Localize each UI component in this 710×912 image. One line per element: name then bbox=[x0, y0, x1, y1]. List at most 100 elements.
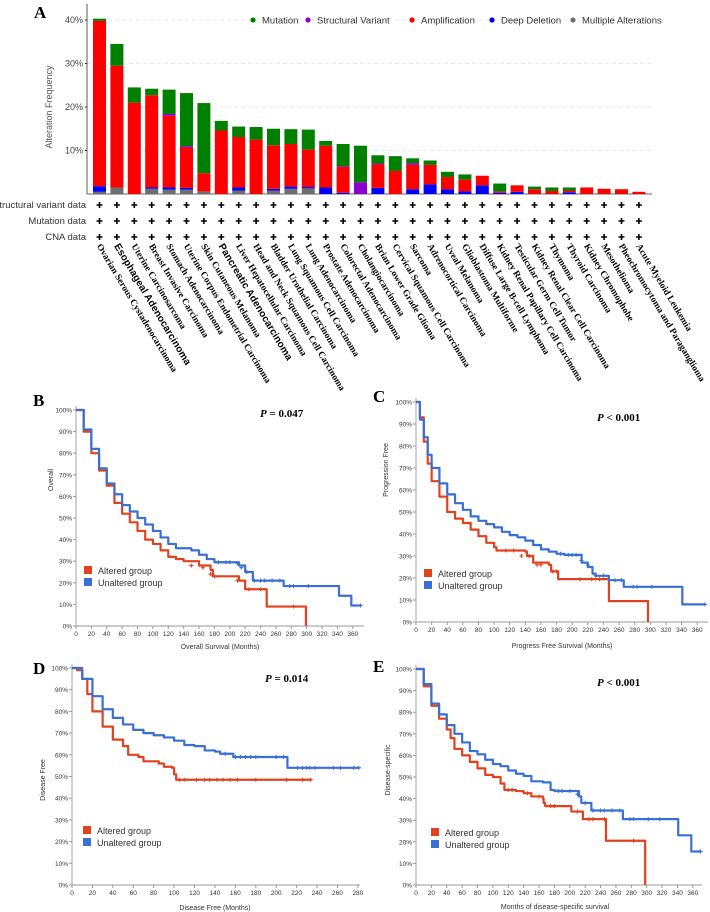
data-available-plus-icon bbox=[253, 202, 260, 208]
data-available-plus-icon bbox=[444, 202, 451, 208]
bar-segment-deep-deletion bbox=[232, 187, 246, 191]
y-tick-label: 100% bbox=[51, 666, 68, 673]
bar-segment-deep-deletion bbox=[301, 187, 315, 189]
survival-curve bbox=[76, 408, 308, 626]
bar-segment-deep-deletion bbox=[267, 188, 280, 191]
censor-mark bbox=[560, 789, 565, 794]
bar-segment-mutation bbox=[214, 120, 228, 131]
data-available-plus-icon bbox=[218, 234, 225, 240]
censor-mark bbox=[578, 577, 583, 582]
censor-mark bbox=[227, 560, 232, 565]
y-tick-label: 60% bbox=[55, 752, 68, 759]
data-available-plus-icon bbox=[635, 234, 642, 240]
series-unaltered-group bbox=[416, 400, 707, 607]
data-available-plus-icon bbox=[583, 234, 590, 240]
data-available-plus-icon bbox=[392, 234, 399, 240]
bar-segment-amplification bbox=[336, 167, 350, 193]
data-available-plus-icon bbox=[461, 202, 468, 208]
y-tick-label: 100% bbox=[395, 667, 412, 674]
panel-label-a: A bbox=[34, 3, 47, 22]
legend-label: Altered group bbox=[445, 828, 499, 838]
censor-mark bbox=[200, 565, 205, 570]
bar-segment-amplification bbox=[180, 147, 193, 188]
x-tick-label: 240 bbox=[255, 631, 266, 638]
legend-swatch-icon bbox=[83, 826, 91, 834]
legend-item-deep-deletion: Deep Deletion bbox=[489, 16, 561, 27]
p-symbol: P bbox=[260, 408, 267, 420]
data-available-plus-icon bbox=[322, 202, 329, 208]
censor-mark bbox=[221, 777, 226, 782]
censor-mark bbox=[593, 573, 598, 578]
bar-segment-deep-deletion bbox=[562, 192, 576, 194]
bar-segment-amplification bbox=[493, 191, 507, 193]
censor-mark bbox=[270, 578, 275, 583]
censor-mark bbox=[510, 787, 515, 792]
bar-4 bbox=[145, 88, 159, 194]
x-tick-label: 140 bbox=[518, 890, 529, 897]
data-available-plus-icon bbox=[235, 218, 242, 224]
legend-label: Amplification bbox=[421, 16, 475, 27]
x-tick-label: 240 bbox=[595, 890, 606, 897]
x-axis-label: Progress Free Survival (Months) bbox=[512, 643, 613, 650]
censor-mark bbox=[610, 808, 615, 813]
data-available-plus-icon bbox=[235, 202, 242, 208]
legend-label: Structural Variant bbox=[317, 16, 390, 27]
censor-mark bbox=[228, 777, 233, 782]
y-tick-label: 80% bbox=[55, 709, 68, 716]
data-available-plus-icon bbox=[113, 234, 120, 240]
legend-item-altered-group: Altered group bbox=[83, 826, 151, 836]
censor-mark bbox=[552, 804, 557, 809]
bar-segment-amplification bbox=[388, 170, 402, 194]
p-value-annotation: P < 0.001 bbox=[597, 412, 640, 424]
data-available-plus-icon bbox=[200, 234, 207, 240]
bar-segment-deep-deletion bbox=[458, 191, 472, 194]
censor-mark bbox=[613, 578, 618, 583]
censor-mark bbox=[235, 777, 240, 782]
y-tick-label: 100% bbox=[55, 408, 72, 415]
data-available-plus-icon bbox=[566, 234, 573, 240]
y-tick-label: 20% bbox=[399, 839, 412, 846]
y-tick-label: 0% bbox=[59, 883, 69, 890]
p-value: < 0.001 bbox=[604, 677, 641, 689]
y-tick-label: 10% bbox=[399, 861, 412, 868]
censor-mark bbox=[597, 577, 602, 582]
data-available-plus-icon bbox=[166, 202, 173, 208]
bar-segment-deep-deletion bbox=[336, 192, 350, 194]
data-available-plus-icon bbox=[96, 234, 103, 240]
x-tick-label: 120 bbox=[503, 890, 514, 897]
x-tick-label: 140 bbox=[210, 890, 221, 897]
censor-mark bbox=[281, 754, 286, 759]
data-available-plus-icon bbox=[409, 218, 416, 224]
x-tick-label: 40 bbox=[443, 890, 451, 897]
y-tick-label: 80% bbox=[399, 444, 412, 451]
survival-curve bbox=[72, 666, 311, 781]
x-tick-label: 220 bbox=[291, 890, 302, 897]
censor-mark bbox=[244, 570, 249, 574]
data-available-plus-icon bbox=[270, 234, 277, 240]
x-tick-label: 100 bbox=[169, 890, 180, 897]
bar-segment-deep-deletion bbox=[371, 187, 385, 194]
p-value-annotation: P = 0.047 bbox=[260, 408, 304, 420]
censor-mark bbox=[356, 765, 361, 770]
x-tick-label: 200 bbox=[567, 627, 578, 634]
bar-17 bbox=[371, 155, 385, 194]
y-tick-label: 40% bbox=[65, 15, 83, 25]
data-available-plus-icon bbox=[131, 202, 138, 208]
legend-dot-icon bbox=[305, 17, 311, 23]
bar-segment-mutation bbox=[319, 140, 333, 146]
legend-item-altered-group: Altered group bbox=[84, 566, 152, 576]
bar-segment-mutation bbox=[267, 128, 280, 146]
bar-25 bbox=[510, 185, 524, 194]
censor-mark bbox=[579, 558, 584, 563]
bar-segment-multiple-alterations bbox=[197, 191, 211, 194]
bar-segment-structural-variant bbox=[371, 163, 385, 165]
y-tick-label: 10% bbox=[59, 602, 72, 609]
censor-mark bbox=[274, 754, 279, 759]
censor-mark bbox=[527, 554, 532, 558]
data-available-plus-icon bbox=[270, 218, 277, 224]
bar-segment-amplification bbox=[145, 95, 159, 188]
bar-segment-multiple-alterations bbox=[284, 188, 298, 194]
legend-label: Altered group bbox=[98, 566, 152, 576]
bar-31 bbox=[615, 189, 628, 194]
censor-mark bbox=[602, 817, 607, 822]
